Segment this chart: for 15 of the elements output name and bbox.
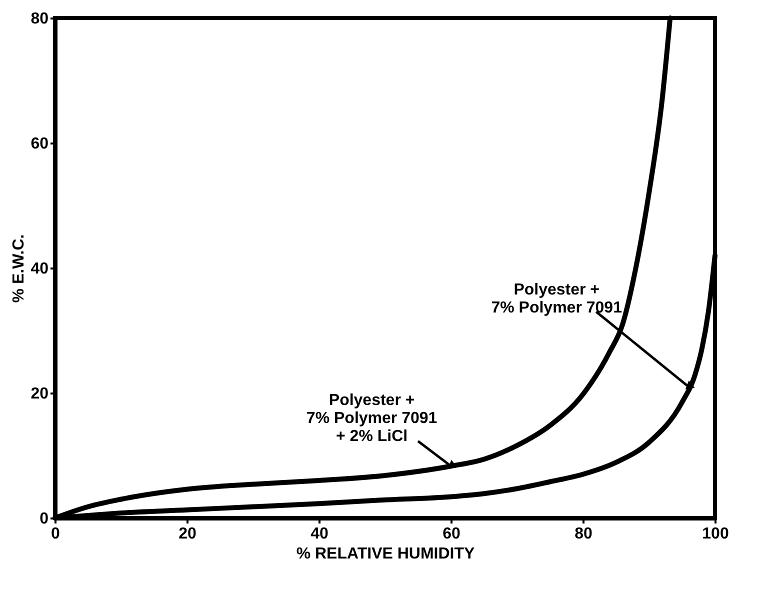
x-tick-label: 20	[178, 526, 196, 542]
y-tick-label: 80	[30, 10, 49, 28]
y-tick-label: 60	[30, 136, 49, 152]
x-tick-label: 100	[702, 526, 729, 542]
x-tick-label: 80	[574, 526, 592, 542]
y-tick-label: 20	[30, 386, 49, 402]
x-tick-label: 40	[310, 526, 328, 542]
y-tick-label: 40	[30, 260, 49, 278]
x-tick-label: 60	[442, 526, 460, 542]
annotation: Polyester + 7% Polymer 7091 + 2% LiCl	[306, 392, 438, 445]
x-tick-label: 0	[51, 526, 60, 542]
annotation: Polyester + 7% Polymer 7091	[491, 281, 622, 316]
x-axis-title: % RELATIVE HUMIDITY	[296, 546, 476, 562]
y-tick-label: 0	[40, 510, 49, 528]
y-axis-title: % E.W.C.	[10, 234, 28, 303]
